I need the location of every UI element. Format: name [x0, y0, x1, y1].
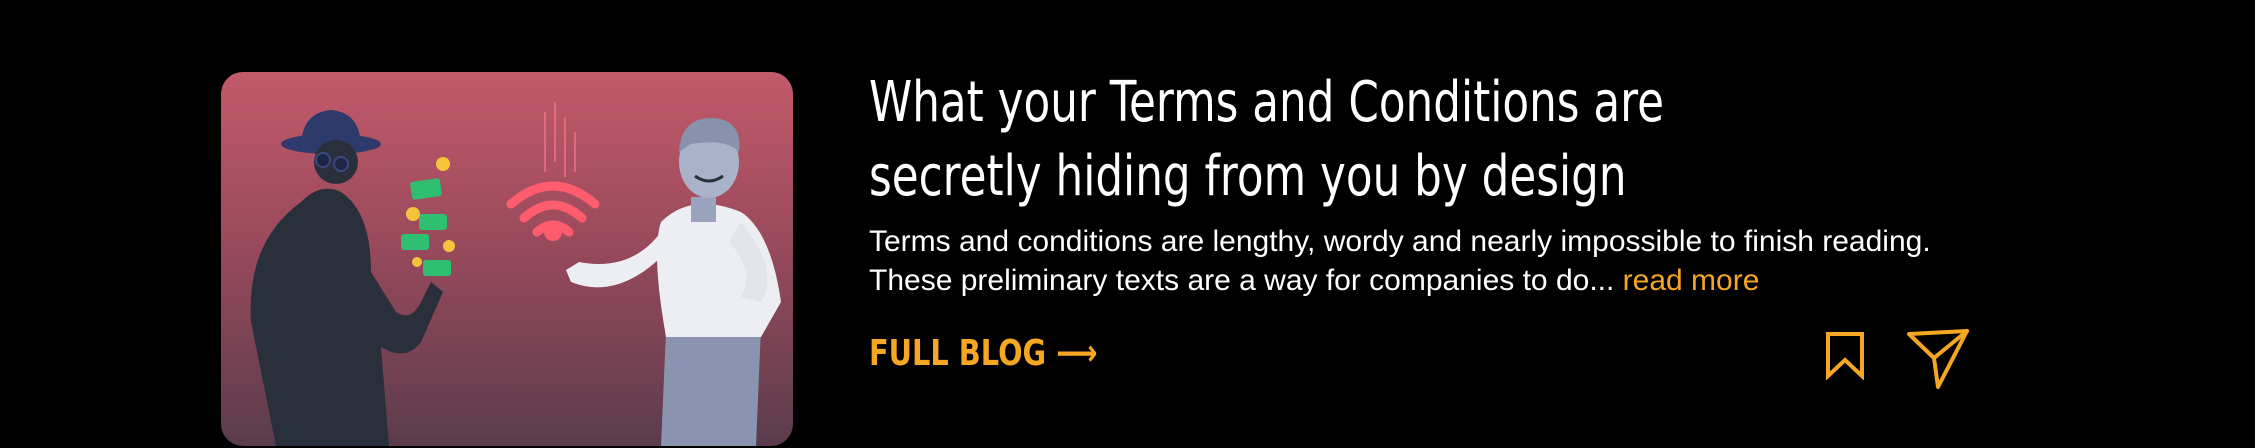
read-more-link[interactable]: read more — [1622, 264, 1760, 297]
man-figure — [566, 117, 781, 446]
money-icons — [401, 157, 455, 276]
share-button[interactable] — [1906, 328, 1970, 390]
post-title[interactable]: What your Terms and Conditions are secre… — [869, 70, 1665, 209]
spy-figure — [250, 110, 443, 446]
blog-thumbnail[interactable] — [221, 72, 793, 446]
excerpt-text: Terms and conditions are lengthy, wordy … — [869, 225, 1931, 297]
post-excerpt: Terms and conditions are lengthy, wordy … — [869, 222, 1989, 300]
full-blog-link[interactable]: FULL BLOG ⟶ — [869, 333, 1098, 374]
illustration-spy-and-man — [250, 102, 781, 446]
bookmark-button[interactable] — [1820, 330, 1870, 381]
send-icon — [1907, 329, 1969, 389]
bookmark-icon — [1826, 332, 1864, 381]
